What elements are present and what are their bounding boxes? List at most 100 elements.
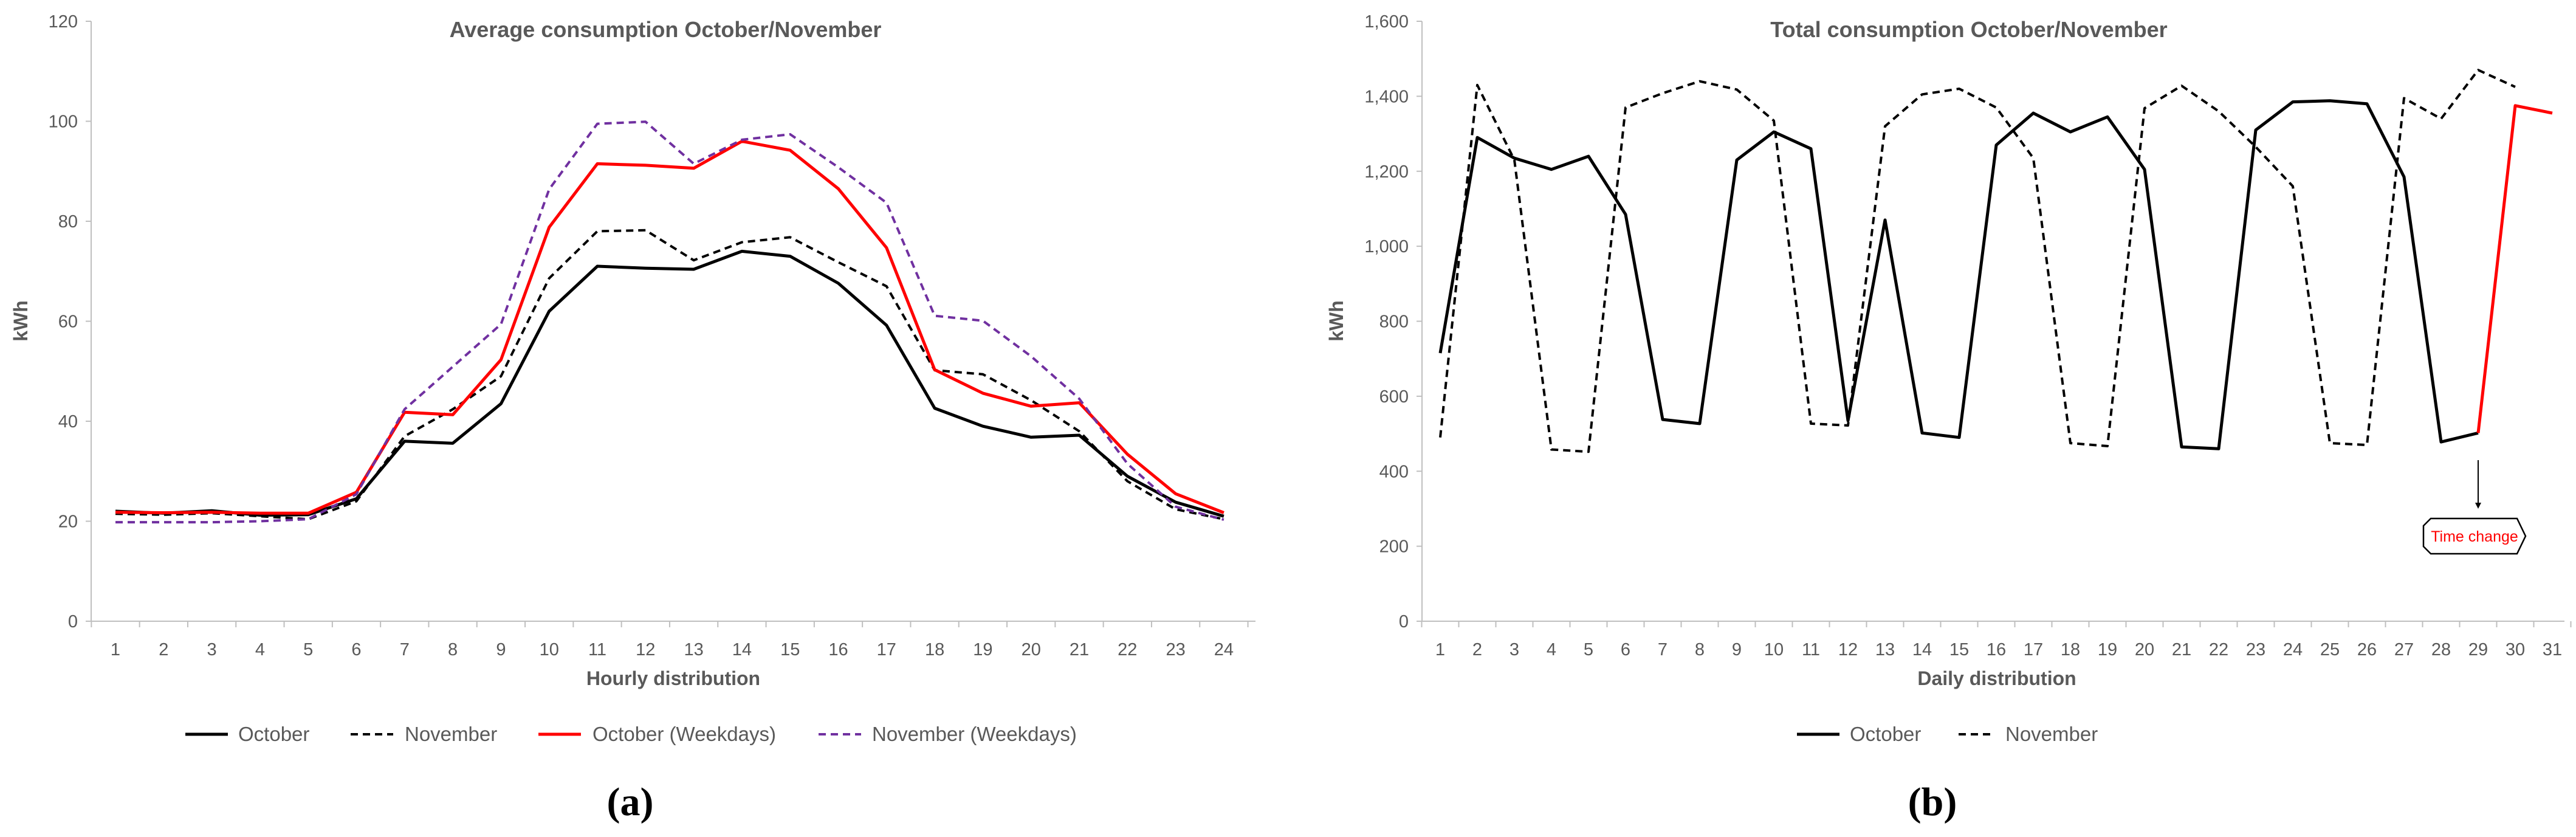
time-change-annotation: Time change <box>2422 460 2527 555</box>
chart-a-series-november-weekdays <box>115 120 1224 524</box>
chart-a-x-tick-label: 7 <box>400 640 410 660</box>
chart-a-x-tick-label: 17 <box>877 640 896 660</box>
chart-a-y-tick-label: 20 <box>58 512 78 532</box>
chart-a-x-tick-label: 22 <box>1118 640 1137 660</box>
chart-b-x-tick-label: 16 <box>1987 640 2006 660</box>
chart-b-x-tick-label: 23 <box>2246 640 2265 660</box>
chart-a-x-tick-label: 15 <box>780 640 800 660</box>
chart-b-x-tick-label: 25 <box>2320 640 2340 660</box>
chart-a-title: Average consumption October/November <box>450 17 882 42</box>
chart-b-y-tick-label: 1,600 <box>1364 12 1409 32</box>
legend-label-november: November <box>405 723 497 745</box>
chart-b-x-tick-label: 2 <box>1472 640 1482 660</box>
chart-a-x-axis-label: Hourly distribution <box>586 667 760 689</box>
chart-b-x-tick-label: 9 <box>1732 640 1742 660</box>
chart-b-series-november <box>1439 69 2516 453</box>
chart-b-y-tick-label: 1,400 <box>1364 87 1409 106</box>
chart-b-x-tick-label: 19 <box>2098 640 2117 660</box>
chart-b-x-tick-label: 28 <box>2431 640 2451 660</box>
chart-a-x-tick-label: 2 <box>159 640 168 660</box>
chart-b-x-tick-label: 31 <box>2543 640 2562 660</box>
chart-b-y-axis-label: kWh <box>1325 300 1347 342</box>
legend-label-october: October <box>1850 723 1921 745</box>
chart-b-x-tick-label: 27 <box>2394 640 2414 660</box>
chart-b-x-tick-label: 13 <box>1875 640 1895 660</box>
chart-a-x-tick-label: 18 <box>925 640 944 660</box>
chart-b-x-tick-label: 22 <box>2209 640 2228 660</box>
chart-total-consumption: Total consumption October/November 0 200 4… <box>1325 12 2572 824</box>
panel-label-a: (a) <box>607 780 654 824</box>
time-change-callout-box <box>2422 517 2527 555</box>
chart-b-y-tick-label: 800 <box>1379 312 1409 332</box>
chart-a-x-tick-label: 3 <box>207 640 217 660</box>
chart-a-y-tick-label: 120 <box>49 12 78 32</box>
chart-b-x-tick-label: 4 <box>1547 640 1556 660</box>
chart-a-y-tick-label: 100 <box>49 112 78 132</box>
chart-b-x-tick-label: 7 <box>1658 640 1668 660</box>
chart-b-x-tick-label: 6 <box>1621 640 1630 660</box>
chart-a-series <box>115 120 1224 524</box>
chart-b-legend: October November <box>1797 723 2098 745</box>
chart-a-x-tick-label: 12 <box>636 640 655 660</box>
chart-a-y-tick-label: 60 <box>58 312 78 332</box>
chart-b-x-tick-label: 29 <box>2468 640 2488 660</box>
chart-b-y-tick-label: 1,200 <box>1364 162 1409 182</box>
chart-b-x-tick-label: 15 <box>1949 640 1969 660</box>
chart-a-x-tick-label: 19 <box>973 640 992 660</box>
chart-a-y-tick-label: 40 <box>58 412 78 432</box>
chart-b-title: Total consumption October/November <box>1770 17 2167 42</box>
chart-b-x-tick-label: 3 <box>1510 640 1519 660</box>
panel-label-b: (b) <box>1908 780 1957 824</box>
chart-a-x-tick-label: 21 <box>1070 640 1089 660</box>
chart-a-x-tick-label: 9 <box>496 640 506 660</box>
chart-a-y-ticks: 0 20 40 60 80 100 120 <box>49 12 91 632</box>
chart-a-x-ticks: 1 2 3 4 5 6 7 8 9 10 11 12 13 14 15 16 17 18 19 20 21 22 23 24 <box>91 621 1249 660</box>
chart-a-x-tick-label: 5 <box>303 640 313 660</box>
chart-a-series-october <box>115 249 1224 518</box>
chart-a-series-november <box>115 229 1224 521</box>
chart-b-series-october <box>1438 99 2479 450</box>
chart-b-x-tick-label: 10 <box>1764 640 1784 660</box>
chart-b-x-tick-label: 5 <box>1584 640 1593 660</box>
legend-label-october-weekdays: October (Weekdays) <box>592 723 776 745</box>
chart-a-y-tick-label: 80 <box>58 212 78 232</box>
chart-b-x-axis-label: Daily distribution <box>1917 667 2076 689</box>
chart-b-x-tick-label: 18 <box>2061 640 2080 660</box>
chart-a-x-tick-label: 13 <box>684 640 703 660</box>
chart-b-y-tick-label: 0 <box>1399 612 1409 632</box>
chart-b-x-tick-label: 21 <box>2172 640 2191 660</box>
chart-b-y-ticks: 0 200 400 600 800 1,000 1,200 1,400 1,600 <box>1364 12 1422 632</box>
chart-a-legend: October November October (Weekdays) Nove… <box>185 723 1077 745</box>
chart-b-x-tick-label: 26 <box>2357 640 2377 660</box>
chart-a-series-october-weekdays <box>115 139 1224 515</box>
chart-b-x-tick-label: 24 <box>2283 640 2303 660</box>
chart-a-x-tick-label: 16 <box>828 640 848 660</box>
chart-a-x-tick-label: 10 <box>540 640 559 660</box>
chart-b-x-tick-label: 14 <box>1912 640 1932 660</box>
chart-a-x-tick-label: 4 <box>255 640 265 660</box>
chart-b-y-tick-label: 200 <box>1379 537 1409 557</box>
chart-a-x-tick-label: 11 <box>588 640 606 660</box>
legend-label-october: October <box>238 723 309 745</box>
chart-a-x-tick-label: 20 <box>1022 640 1041 660</box>
chart-b-x-tick-label: 11 <box>1802 640 1820 660</box>
chart-a-x-tick-label: 23 <box>1166 640 1185 660</box>
chart-a-x-tick-label: 1 <box>111 640 120 660</box>
chart-a-y-tick-label: 0 <box>68 612 78 632</box>
chart-b-series-october-after-time-change <box>2476 104 2553 433</box>
chart-b-x-tick-label: 12 <box>1838 640 1858 660</box>
legend-label-november: November <box>2005 723 2098 745</box>
chart-a-x-tick-label: 6 <box>351 640 361 660</box>
chart-a-x-tick-label: 24 <box>1214 640 1234 660</box>
chart-b-x-tick-label: 20 <box>2135 640 2154 660</box>
chart-b-y-tick-label: 1,000 <box>1364 237 1409 257</box>
chart-a-x-tick-label: 14 <box>732 640 752 660</box>
chart-b-x-ticks: 1 2 3 4 5 6 7 8 9 10 11 12 13 14 15 16 17 18 19 20 21 22 23 24 2… <box>1421 621 2572 660</box>
chart-b-x-tick-label: 17 <box>2024 640 2043 660</box>
chart-b-x-tick-label: 8 <box>1695 640 1705 660</box>
chart-b-y-tick-label: 600 <box>1379 387 1409 407</box>
chart-a-x-tick-label: 8 <box>448 640 458 660</box>
chart-average-consumption: Average consumption October/November 020… <box>10 12 1255 824</box>
chart-b-x-tick-label: 30 <box>2506 640 2525 660</box>
